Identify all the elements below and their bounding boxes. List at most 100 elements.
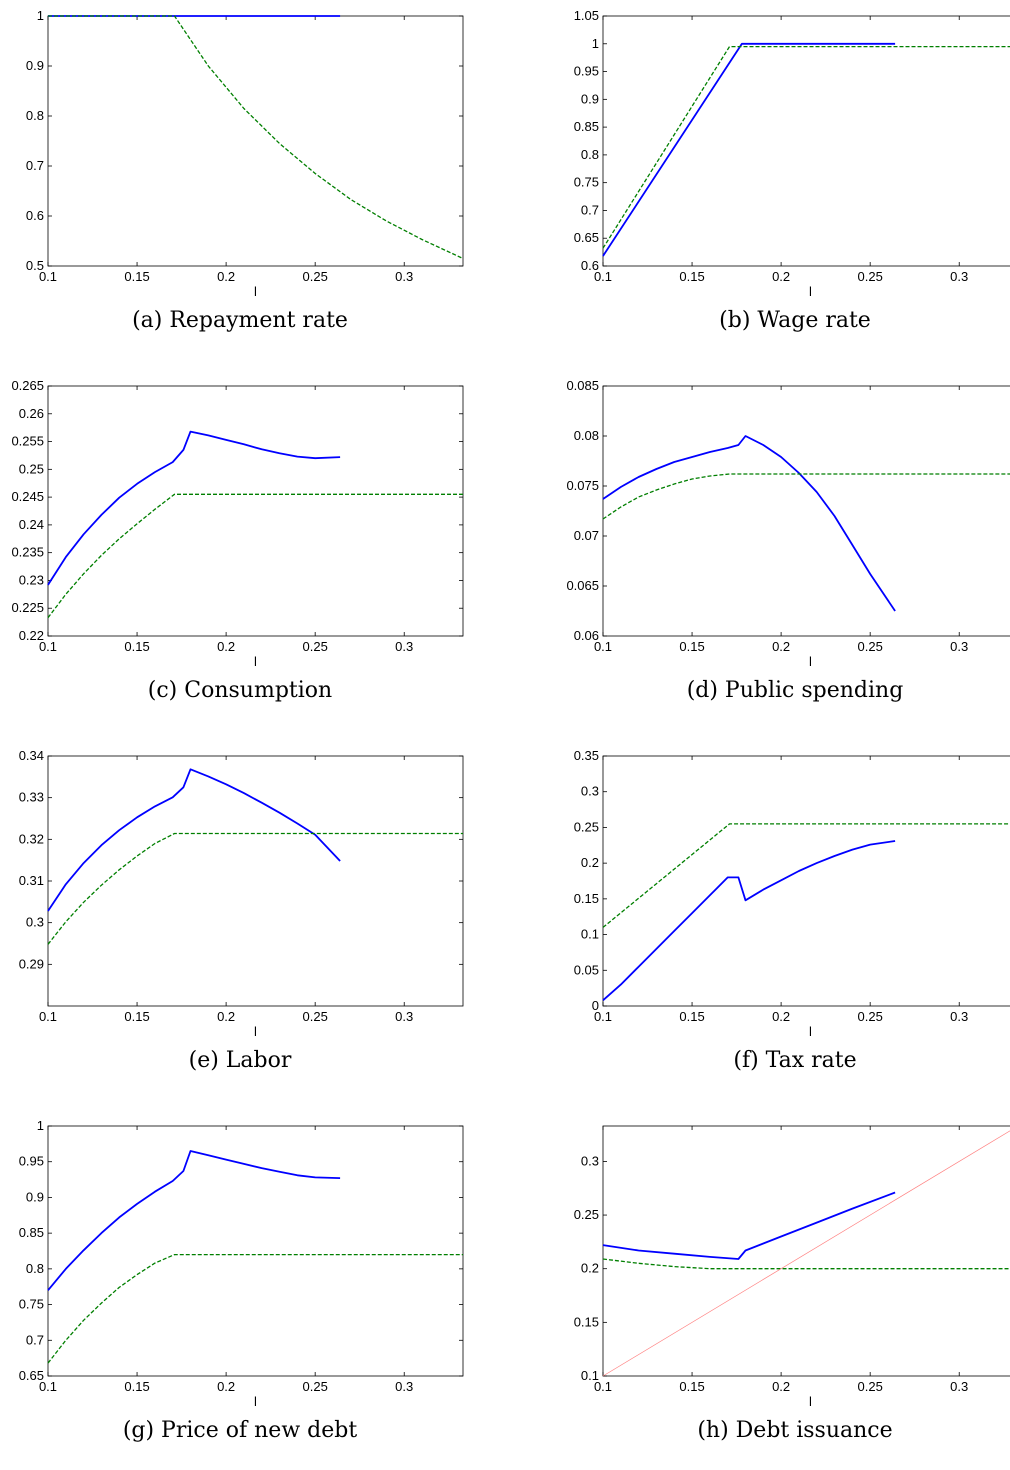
x-tick-label: 0.3 xyxy=(395,639,413,654)
x-tick-label: 0.3 xyxy=(950,1009,968,1024)
x-tick-label: 0.15 xyxy=(124,1379,149,1394)
chart-svg: 0.1 0.15 0.2 0.25 0.3 0.29 0.3 0.31 0.32 0.33 0.34… xyxy=(19,748,464,1039)
x-tick-label: 0.3 xyxy=(395,1379,413,1394)
y-tick-label: 0.95 xyxy=(574,64,599,79)
series-line xyxy=(602,823,1010,928)
series-line xyxy=(602,45,1010,249)
y-tick-label: 0.22 xyxy=(19,628,44,643)
x-axis-label: l xyxy=(254,1394,257,1409)
y-tick-label: 0.6 xyxy=(26,208,44,223)
chart-caption: (d) Public spending xyxy=(686,678,904,703)
chart-svg: 0.1 0.15 0.2 0.25 0.3 0.22 0.225 0.23 0.235 0.24 0… xyxy=(11,378,464,669)
y-tick-label: 0.235 xyxy=(11,545,44,560)
chart-caption: (a) Repayment rate xyxy=(132,308,348,333)
x-tick-label: 0.15 xyxy=(679,639,704,654)
y-tick-label: 0.085 xyxy=(566,378,599,393)
x-tick-label: 0.2 xyxy=(772,1379,790,1394)
chart-panel: 0.1 0.15 0.2 0.25 0.3 0.22 0.225 0.23 0.235 0.24 0… xyxy=(0,378,480,708)
x-tick-label: 0.3 xyxy=(950,639,968,654)
x-tick-label: 0.1 xyxy=(594,269,612,284)
x-tick-label: 0.25 xyxy=(303,1009,328,1024)
y-tick-label: 0.7 xyxy=(581,202,599,217)
chart-svg: 0.1 0.15 0.2 0.25 0.3 0.1 0.15 0.2 0.25 0.3 l xyxy=(574,1125,1010,1409)
x-tick-label: 0.1 xyxy=(39,1379,57,1394)
y-tick-label: 0.23 xyxy=(19,572,44,587)
series-line xyxy=(47,1253,463,1364)
y-tick-label: 0.9 xyxy=(26,1189,44,1204)
x-tick-label: 0.15 xyxy=(679,1009,704,1024)
y-tick-label: 0.07 xyxy=(574,528,599,543)
chart-panel: 0.1 0.15 0.2 0.25 0.3 0.29 0.3 0.31 0.32 0.33 0.34… xyxy=(0,748,480,1078)
y-tick-label: 0.06 xyxy=(574,628,599,643)
y-tick-label: 0.85 xyxy=(19,1225,44,1240)
y-tick-label: 0.85 xyxy=(574,119,599,134)
series-line xyxy=(48,15,464,260)
chart-caption: (h) Debt issuance xyxy=(697,1418,893,1443)
x-tick-label: 0.25 xyxy=(858,1009,883,1024)
x-tick-label: 0.25 xyxy=(858,269,883,284)
y-tick-label: 0.75 xyxy=(574,175,599,190)
series-line xyxy=(602,42,896,257)
y-tick-label: 0.1 xyxy=(581,927,599,942)
x-tick-label: 0.3 xyxy=(950,1379,968,1394)
y-tick-label: 0.225 xyxy=(11,600,44,615)
chart-caption: (f) Tax rate xyxy=(733,1048,857,1073)
y-tick-label: 0.29 xyxy=(19,956,44,971)
series-line xyxy=(602,1258,1010,1270)
series-line xyxy=(47,493,463,619)
chart-caption: (b) Wage rate xyxy=(719,308,871,333)
y-tick-label: 0.25 xyxy=(574,1207,599,1222)
chart-caption: (g) Price of new debt xyxy=(122,1418,358,1443)
y-tick-label: 1.05 xyxy=(574,8,599,23)
chart-panel: 0.1 0.15 0.2 0.25 0.3 0.6 0.65 0.7 0.75 0.8 0.85 0.… xyxy=(555,8,1010,338)
series-line xyxy=(47,1150,341,1291)
plot-frame xyxy=(602,385,1010,637)
y-tick-label: 1 xyxy=(37,8,44,23)
series-line xyxy=(47,768,341,912)
chart-caption: (e) Labor xyxy=(188,1048,292,1073)
y-tick-label: 0.33 xyxy=(19,790,44,805)
x-tick-label: 0.1 xyxy=(594,1379,612,1394)
series-line xyxy=(47,832,463,945)
y-tick-label: 0.75 xyxy=(19,1297,44,1312)
chart-svg: 0.1 0.15 0.2 0.25 0.3 0.65 0.7 0.75 0.8 0.85 0.9 0.… xyxy=(19,1118,464,1409)
series-line xyxy=(602,840,896,1001)
x-axis-label: l xyxy=(809,1394,812,1409)
x-tick-label: 0.1 xyxy=(594,639,612,654)
y-tick-label: 0.15 xyxy=(574,1314,599,1329)
y-tick-label: 0.95 xyxy=(19,1154,44,1169)
series-line xyxy=(602,1191,896,1260)
y-tick-label: 0.31 xyxy=(19,873,44,888)
y-tick-label: 0.8 xyxy=(581,147,599,162)
series-line xyxy=(602,473,1010,520)
x-tick-label: 0.1 xyxy=(39,269,57,284)
plot-frame xyxy=(47,1125,464,1377)
y-tick-label: 0.05 xyxy=(574,962,599,977)
chart-svg: 0.1 0.15 0.2 0.25 0.3 0.6 0.65 0.7 0.75 0.8 0.85 0.… xyxy=(574,8,1010,299)
y-tick-label: 0.25 xyxy=(19,461,44,476)
y-tick-label: 0.65 xyxy=(19,1368,44,1383)
y-tick-label: 0.1 xyxy=(581,1368,599,1383)
plot-frame xyxy=(602,15,1010,267)
x-tick-label: 0.15 xyxy=(679,1379,704,1394)
y-tick-label: 0.8 xyxy=(26,1261,44,1276)
series-line xyxy=(47,430,341,586)
x-tick-label: 0.15 xyxy=(124,1009,149,1024)
y-tick-label: 0 xyxy=(592,998,599,1013)
plot-frame xyxy=(602,755,1010,1007)
x-tick-label: 0.2 xyxy=(772,269,790,284)
chart-panel: 0.1 0.15 0.2 0.25 0.3 0.06 0.065 0.07 0.075 0.08 0… xyxy=(555,378,1010,708)
x-axis-label: l xyxy=(254,1024,257,1039)
x-tick-label: 0.3 xyxy=(395,269,413,284)
y-tick-label: 0.08 xyxy=(574,428,599,443)
x-tick-label: 0.25 xyxy=(303,1379,328,1394)
x-tick-label: 0.25 xyxy=(858,1379,883,1394)
y-tick-label: 0.065 xyxy=(566,578,599,593)
x-tick-label: 0.25 xyxy=(303,269,328,284)
y-tick-label: 0.7 xyxy=(26,158,44,173)
x-tick-label: 0.2 xyxy=(217,1009,235,1024)
x-tick-label: 0.1 xyxy=(594,1009,612,1024)
x-tick-label: 0.2 xyxy=(217,639,235,654)
x-tick-label: 0.2 xyxy=(217,269,235,284)
chart-panel: 0.1 0.15 0.2 0.25 0.3 0.5 0.6 0.7 0.8 0.9 1 l (a) Re… xyxy=(0,8,480,338)
